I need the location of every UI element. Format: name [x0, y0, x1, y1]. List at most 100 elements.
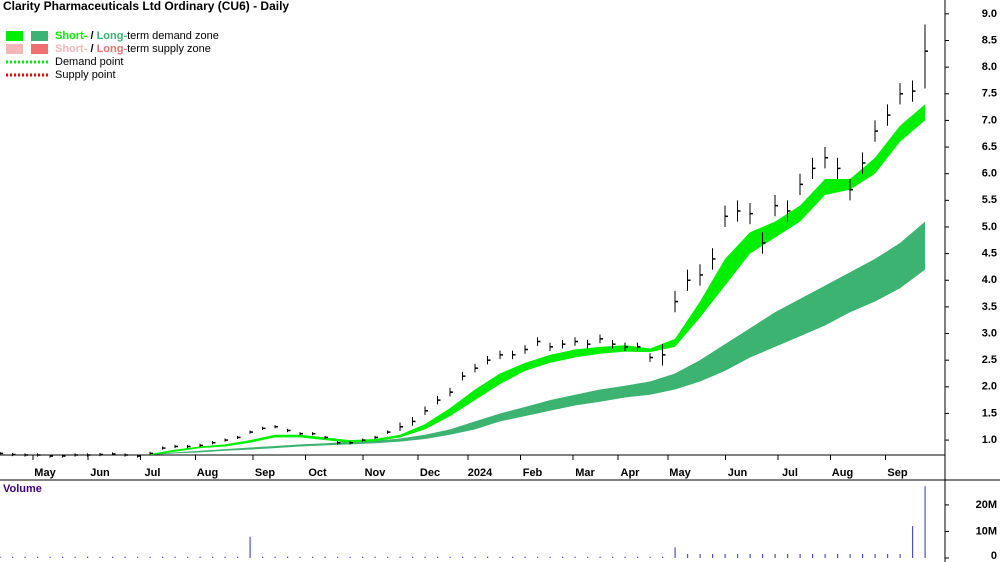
x-tick-label: Oct: [308, 467, 327, 479]
volume-bar: [262, 556, 264, 558]
y-tick-label: 1.0: [982, 434, 997, 446]
volume-bar: [574, 556, 576, 558]
volume-bar: [37, 556, 39, 558]
legend-swatch: [6, 31, 23, 41]
legend-text: Long-: [97, 30, 128, 42]
volume-bar: [212, 556, 214, 558]
chart-title: Clarity Pharmaceuticals Ltd Ordinary (CU…: [3, 0, 289, 13]
volume-bar: [487, 556, 489, 558]
x-tick-label: 2024: [468, 467, 493, 479]
volume-bar: [699, 554, 701, 558]
volume-bar: [124, 556, 126, 558]
volume-bar: [687, 554, 689, 558]
legend-text: Long-: [97, 43, 128, 55]
legend-label: Demand point: [55, 56, 124, 68]
volume-bar: [12, 556, 14, 558]
x-tick-label: Feb: [523, 467, 543, 479]
x-tick-label: Jul: [782, 467, 798, 479]
volume-bar: [649, 556, 651, 558]
volume-bar: [299, 556, 301, 558]
legend-text: term demand zone: [127, 30, 219, 42]
volume-bar: [637, 556, 639, 558]
volume-bar: [899, 554, 901, 558]
volume-bar: [887, 554, 889, 558]
volume-bar: [724, 554, 726, 558]
volume-tick-label: 20M: [976, 499, 997, 511]
volume-bar: [374, 556, 376, 558]
volume-bar: [137, 556, 139, 558]
y-tick-label: 9.0: [982, 8, 997, 20]
legend-text: Short-: [55, 43, 88, 55]
volume-bar: [599, 556, 601, 558]
volume-title: Volume: [3, 483, 42, 495]
volume-bar: [24, 556, 26, 558]
volume-bar: [287, 556, 289, 558]
volume-bar: [87, 556, 89, 558]
volume-bar: [924, 486, 926, 558]
legend-text: term supply zone: [127, 43, 211, 55]
y-tick-label: 3.5: [982, 301, 997, 313]
y-tick-label: 7.0: [982, 114, 997, 126]
volume-tick-label: 10M: [976, 525, 997, 537]
x-tick-label: Jun: [90, 467, 110, 479]
volume-bar: [437, 556, 439, 558]
volume-bar: [824, 554, 826, 558]
legend-text: /: [87, 30, 96, 42]
x-tick-label: Aug: [832, 467, 853, 479]
y-tick-label: 8.5: [982, 34, 997, 46]
volume-bar: [224, 556, 226, 558]
volume-bar: [499, 556, 501, 558]
volume-bar: [62, 556, 64, 558]
volume-bar: [874, 554, 876, 558]
volume-bar: [49, 556, 51, 558]
y-tick-label: 1.5: [982, 407, 997, 419]
legend-swatch: [31, 31, 48, 41]
x-tick-label: Sep: [887, 467, 907, 479]
x-tick-label: Dec: [420, 467, 440, 479]
volume-tick-label: 0: [991, 550, 997, 562]
x-tick-label: Jul: [145, 467, 161, 479]
volume-bar: [737, 554, 739, 558]
volume-bar: [512, 556, 514, 558]
volume-bar: [562, 556, 564, 558]
volume-bar: [662, 556, 664, 558]
y-tick-label: 3.0: [982, 327, 997, 339]
legend-text: Demand point: [55, 56, 124, 68]
x-tick-label: Jun: [728, 467, 748, 479]
volume-bar: [362, 556, 364, 558]
y-tick-label: 2.5: [982, 354, 997, 366]
volume-bar: [162, 556, 164, 558]
volume-bar: [549, 556, 551, 558]
x-tick-label: Mar: [575, 467, 595, 479]
volume-bar: [787, 554, 789, 558]
legend-swatch: [6, 44, 23, 54]
volume-bar: [774, 554, 776, 558]
volume-bar: [612, 556, 614, 558]
volume-bar: [712, 554, 714, 558]
legend-label: Short- / Long-term demand zone: [55, 30, 219, 42]
volume-bar: [812, 554, 814, 558]
y-tick-label: 4.5: [982, 248, 997, 260]
volume-bar: [74, 556, 76, 558]
volume-bar: [349, 556, 351, 558]
volume-bar: [324, 556, 326, 558]
volume-bar: [912, 526, 914, 558]
volume-bar: [149, 556, 151, 558]
x-tick-label: Aug: [197, 467, 218, 479]
x-tick-label: Apr: [621, 467, 641, 479]
volume-bar: [762, 554, 764, 558]
volume-bar: [99, 556, 101, 558]
legend-swatch: [31, 44, 48, 54]
volume-bar: [799, 554, 801, 558]
legend-text: /: [87, 43, 96, 55]
volume-bar: [274, 556, 276, 558]
volume-bar: [424, 556, 426, 558]
legend-label: Supply point: [55, 69, 116, 81]
x-tick-label: May: [669, 467, 691, 479]
legend-text: Short-: [55, 30, 88, 42]
volume-bar: [837, 554, 839, 558]
y-tick-label: 8.0: [982, 61, 997, 73]
volume-bar: [537, 556, 539, 558]
